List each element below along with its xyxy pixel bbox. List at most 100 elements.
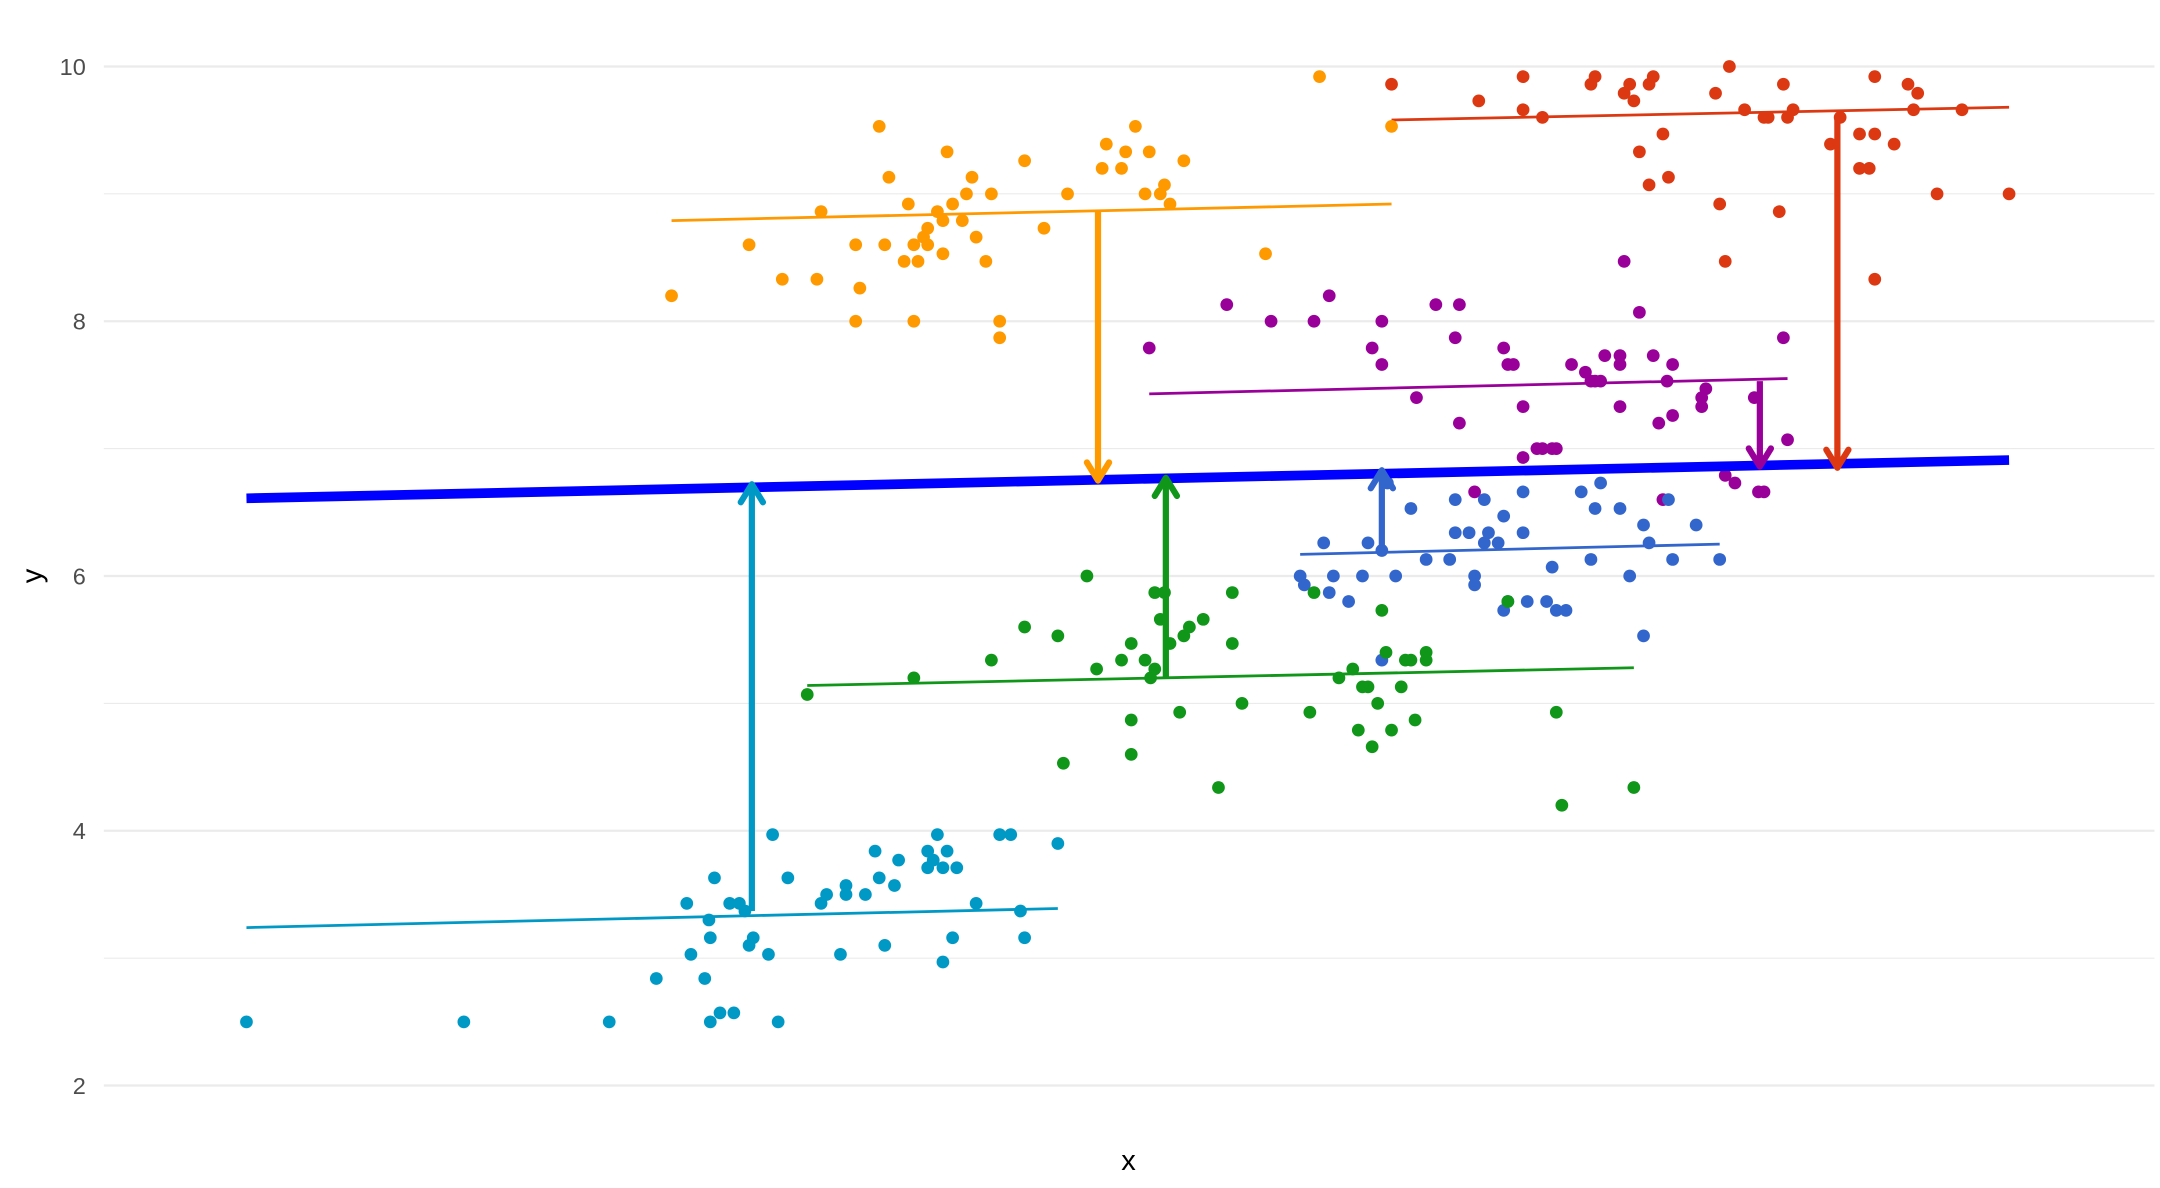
- group-cyan-point: [946, 931, 959, 945]
- group-blue-point: [1623, 569, 1637, 583]
- group-purple-point: [1536, 442, 1549, 455]
- group-orange-point: [979, 254, 993, 268]
- group-cyan-point: [1014, 904, 1027, 918]
- group-green-point: [1173, 705, 1187, 719]
- group-blue-point: [1497, 509, 1511, 523]
- group-cyan-point: [993, 828, 1007, 841]
- group-purple-point: [1410, 391, 1423, 405]
- group-orange-point: [955, 214, 969, 227]
- group-green-point: [1379, 646, 1393, 659]
- group-purple-point: [1365, 341, 1379, 355]
- group-green-point: [1375, 604, 1389, 617]
- group-green-point: [1404, 653, 1418, 667]
- group-purple-point: [1453, 298, 1466, 312]
- group-cyan-point: [727, 1006, 741, 1020]
- group-blue-point: [1540, 595, 1553, 608]
- group-green-point: [1018, 620, 1031, 634]
- group-cyan-point: [936, 861, 950, 875]
- group-purple-fit-line: [1149, 377, 1788, 396]
- group-blue-point: [1419, 553, 1433, 566]
- overall-fit-line: [246, 455, 2010, 504]
- group-cyan-point: [240, 1015, 253, 1029]
- group-green-point: [1124, 637, 1138, 650]
- group-orange-point: [742, 238, 756, 252]
- group-red-point: [1723, 60, 1736, 73]
- group-green-point: [1501, 595, 1515, 608]
- group-arrows: [737, 117, 1852, 912]
- group-red-point: [1777, 77, 1790, 91]
- y-tick-label: 8: [73, 309, 86, 335]
- group-blue-point: [1389, 569, 1403, 583]
- overall-regression-line: [246, 455, 2010, 504]
- group-blue-point: [1477, 536, 1491, 550]
- group-orange-point: [946, 197, 959, 211]
- group-red-point: [1713, 197, 1727, 211]
- group-blue-point: [1468, 578, 1481, 592]
- group-orange-point: [911, 254, 925, 268]
- group-orange-point: [897, 254, 911, 268]
- group-blue-point: [1642, 536, 1656, 550]
- group-orange-point: [1259, 247, 1272, 261]
- group-orange-point: [872, 119, 886, 133]
- group-green-point: [1051, 629, 1065, 643]
- group-orange-point: [1095, 162, 1109, 175]
- group-green-point: [800, 688, 814, 701]
- group-red-point: [1385, 77, 1398, 91]
- group-cyan-point: [926, 853, 940, 867]
- group-green-point: [1057, 756, 1070, 770]
- group-orange-point: [849, 314, 863, 328]
- group-blue-point: [1317, 536, 1331, 550]
- group-purple-point: [1617, 254, 1631, 268]
- group-red-point: [1588, 70, 1602, 84]
- group-red-point: [1761, 111, 1775, 124]
- group-orange-point: [969, 230, 983, 244]
- group-cyan-point: [931, 828, 944, 841]
- group-blue-point: [1356, 569, 1369, 583]
- group-red-point: [1472, 94, 1486, 108]
- group-green-point: [1183, 620, 1196, 634]
- group-purple-point: [1652, 416, 1666, 430]
- group-red-point: [1862, 162, 1876, 175]
- group-purple-point: [1666, 409, 1679, 422]
- group-cyan-point: [713, 1006, 727, 1020]
- group-orange-point: [878, 238, 892, 252]
- group-purple-point: [1142, 341, 1156, 355]
- group-cyan-point: [708, 871, 721, 885]
- group-blue-point: [1516, 485, 1530, 499]
- group-green-point: [1225, 586, 1239, 599]
- group-cyan-fit-line: [246, 907, 1058, 929]
- group-purple-point: [1375, 314, 1389, 328]
- group-green-point: [907, 671, 921, 685]
- group-green-point: [1307, 586, 1321, 599]
- group-blue-point: [1713, 553, 1727, 566]
- group-cyan-point: [684, 947, 698, 961]
- group-cyan-point: [820, 888, 833, 901]
- group-green-point: [1225, 637, 1239, 650]
- group-blue-point: [1545, 560, 1559, 574]
- group-blue-point: [1637, 629, 1650, 643]
- group-purple-point: [1375, 358, 1389, 371]
- group-cyan-point: [703, 931, 717, 945]
- group-purple-point: [1307, 314, 1321, 328]
- group-cyan-point: [680, 897, 694, 910]
- group-orange-point: [993, 314, 1007, 328]
- y-tick-labels: 2 4 6 8 10: [60, 54, 86, 1099]
- group-orange-point: [907, 314, 921, 328]
- group-purple-point: [1613, 358, 1627, 371]
- group-blue-point: [1342, 595, 1355, 608]
- group-blue-point: [1404, 502, 1418, 515]
- group-red-point: [1907, 103, 1920, 117]
- group-orange-point: [1061, 187, 1074, 201]
- group-cyan-point: [723, 897, 737, 910]
- group-orange-fit-line: [671, 202, 1392, 222]
- group-purple-point: [1718, 468, 1732, 482]
- group-blue-point: [1448, 493, 1462, 506]
- group-purple-point: [1453, 416, 1466, 430]
- group-green-point: [1080, 569, 1094, 583]
- group-cyan-point: [1018, 931, 1031, 945]
- group-green-point: [1124, 713, 1138, 727]
- y-tick-label: 2: [73, 1073, 86, 1099]
- group-red-point: [1901, 77, 1915, 91]
- group-green-point: [1361, 680, 1375, 694]
